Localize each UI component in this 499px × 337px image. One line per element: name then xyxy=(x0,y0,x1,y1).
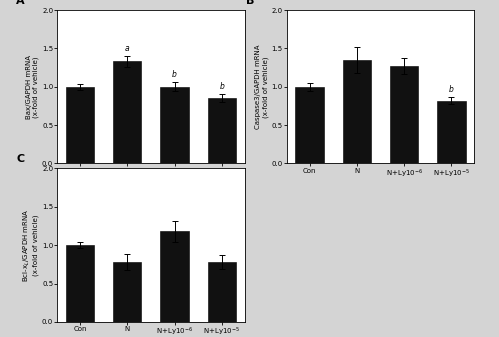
Text: a: a xyxy=(125,44,130,53)
Bar xyxy=(113,61,142,163)
Bar xyxy=(160,232,189,322)
Bar xyxy=(66,87,94,163)
Y-axis label: Bax/GAPDH mRNA
(x-fold of vehicle): Bax/GAPDH mRNA (x-fold of vehicle) xyxy=(25,55,39,119)
Text: B: B xyxy=(246,0,254,5)
Bar xyxy=(66,245,94,322)
Text: b: b xyxy=(220,82,224,91)
Bar xyxy=(343,60,371,163)
Text: A: A xyxy=(16,0,25,5)
Text: b: b xyxy=(449,85,454,94)
Bar xyxy=(160,87,189,163)
Y-axis label: Caspase3/GAPDH mRNA
(x-fold of vehicle): Caspase3/GAPDH mRNA (x-fold of vehicle) xyxy=(255,44,269,129)
Y-axis label: Bcl-x$_{L}$/GAPDH mRNA
(x-fold of vehicle): Bcl-x$_{L}$/GAPDH mRNA (x-fold of vehicl… xyxy=(21,208,39,282)
Bar xyxy=(113,262,142,322)
Text: C: C xyxy=(16,154,24,164)
Bar xyxy=(390,66,418,163)
Bar xyxy=(208,98,236,163)
Bar xyxy=(295,87,324,163)
Bar xyxy=(437,100,466,163)
Bar xyxy=(208,262,236,322)
Text: b: b xyxy=(172,70,177,79)
